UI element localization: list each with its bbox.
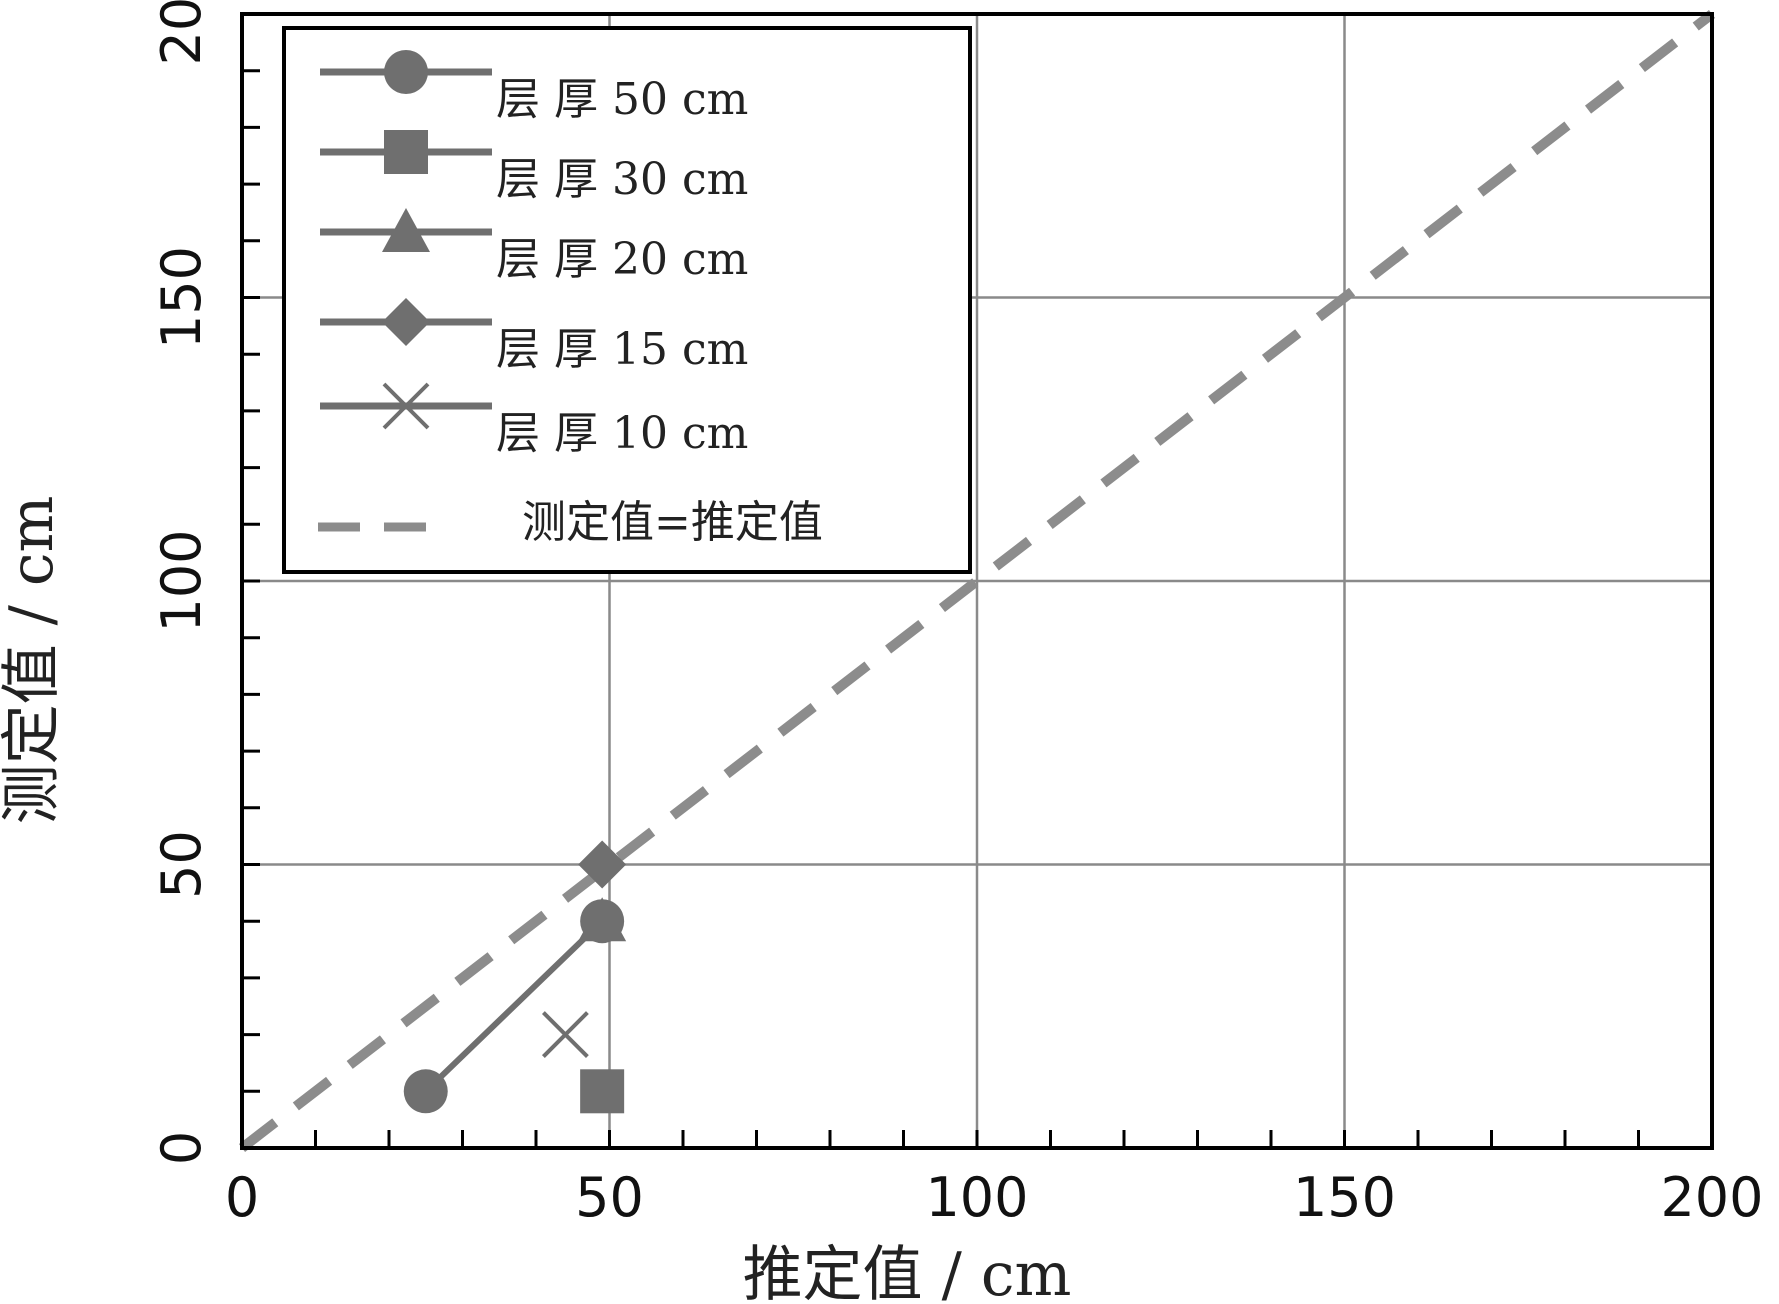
legend-label: 层 厚 20 cm: [496, 234, 748, 285]
series-line-circle: [423, 919, 605, 1094]
legend-label: 层 厚 10 cm: [496, 408, 748, 459]
legend-label: 层 厚 30 cm: [496, 154, 748, 205]
data-point-diamond: [578, 840, 627, 889]
legend-box: [282, 26, 972, 574]
y-tick-label: 200: [150, 0, 213, 66]
y-axis-title: 测定值 / cm: [0, 496, 67, 825]
x-axis-title: 推定值 / cm: [743, 1240, 1072, 1304]
tick-labels: 0 50 100 150 200 0 50 100 150 200: [150, 0, 1764, 1229]
series-diamond: [578, 840, 627, 889]
series-cross: [541, 1011, 589, 1059]
legend-label: 层 厚 50 cm: [496, 74, 748, 125]
y-tick-label: 100: [150, 529, 213, 632]
series-layer: [403, 840, 627, 1114]
x-tick-label: 50: [575, 1166, 644, 1229]
x-tick-label: 0: [225, 1166, 259, 1229]
legend-marker-cross: [382, 382, 430, 430]
legend: 层 厚 50 cm 层 厚 30 cm 层 厚 20 cm 层 厚 15 cm 层 厚 …: [282, 26, 972, 574]
data-point-circle: [403, 1069, 448, 1114]
y-tick-label: 0: [150, 1131, 213, 1165]
x-tick-label: 200: [1660, 1166, 1763, 1229]
reference-line-layer: [238, 10, 1716, 1152]
y-tick-label: 150: [150, 246, 213, 349]
data-point-triangle: [578, 897, 627, 942]
legend-reference-label: 测定值=推定值: [522, 497, 823, 548]
legend-marker-cross-stroke: [382, 382, 430, 430]
axes: [240, 12, 1714, 1150]
legend-marker-diamond: [382, 298, 430, 346]
data-point-cross-stroke: [541, 1011, 589, 1059]
series-square: [580, 1069, 625, 1114]
data-point-cross: [541, 1011, 589, 1059]
reference-line: [238, 10, 1716, 1152]
x-tick-label: 150: [1293, 1166, 1396, 1229]
legend-label: 层 厚 15 cm: [496, 324, 748, 375]
x-tick-label: 100: [925, 1166, 1028, 1229]
y-tick-label: 50: [150, 830, 213, 899]
legend-marker-square: [384, 130, 428, 174]
legend-marker-triangle: [382, 208, 430, 252]
legend-marker-circle: [384, 50, 428, 94]
data-point-square: [580, 1069, 625, 1114]
series-triangle: [578, 897, 627, 942]
